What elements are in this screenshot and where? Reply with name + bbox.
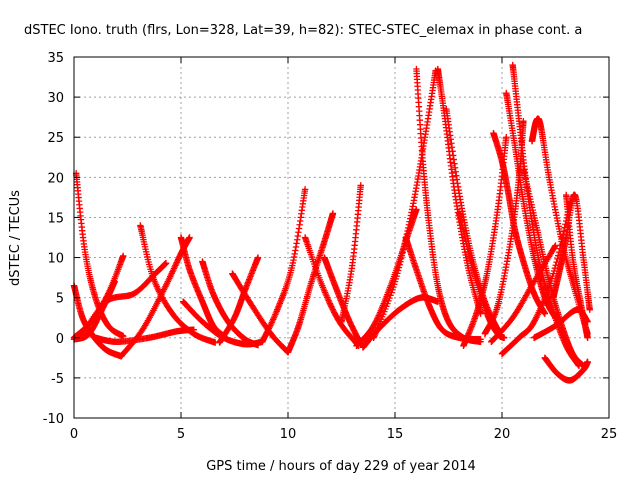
data-point [301, 186, 309, 193]
y-tick-label: 5 [56, 292, 64, 307]
data-point [329, 210, 337, 217]
data-point [477, 338, 484, 345]
series-38 [488, 242, 559, 345]
data-point [586, 306, 593, 313]
data-point [254, 341, 262, 349]
x-tick-label: 15 [387, 427, 404, 442]
data-point [357, 182, 364, 189]
data-point [397, 258, 404, 265]
data-point [186, 234, 193, 241]
plot-frame [73, 56, 610, 419]
data-point [399, 249, 406, 256]
data-point [254, 254, 262, 261]
series-14 [259, 186, 309, 345]
data-point [398, 252, 406, 259]
data-points [70, 61, 593, 384]
data-point [584, 334, 591, 341]
y-tick-label: 30 [47, 91, 64, 106]
y-tick-label: 35 [47, 51, 64, 66]
series-18 [338, 182, 364, 325]
data-point [328, 303, 335, 310]
data-point [264, 326, 272, 334]
data-point [530, 318, 538, 325]
x-tick-label: 25 [601, 427, 618, 442]
data-point [541, 310, 548, 317]
data-point [172, 260, 180, 268]
x-tick-label: 0 [70, 427, 78, 442]
data-point [550, 267, 558, 275]
data-point [329, 306, 336, 313]
data-point [111, 278, 118, 285]
data-point [162, 259, 170, 267]
data-point [120, 252, 127, 260]
data-point [560, 227, 568, 235]
data-point [395, 264, 403, 271]
y-tick-label: 0 [56, 332, 64, 347]
data-point [328, 304, 336, 312]
data-point [264, 328, 271, 335]
data-point [394, 270, 401, 277]
y-tick-label: -10 [43, 412, 64, 427]
data-point [173, 259, 180, 266]
series-36 [563, 191, 591, 341]
data-point [552, 242, 559, 249]
data-point [520, 117, 527, 125]
data-point [120, 332, 127, 340]
series-15 [284, 210, 337, 356]
x-tick-label: 20 [494, 427, 511, 442]
series-39 [530, 306, 591, 341]
x-axis-label: GPS time / hours of day 229 of year 2014 [206, 459, 476, 474]
data-point [371, 319, 379, 327]
series-27 [460, 134, 510, 349]
y-tick-label: 25 [47, 131, 64, 146]
data-point [405, 224, 412, 232]
data-point [397, 255, 405, 262]
data-point [393, 272, 400, 280]
data-point [500, 334, 508, 341]
data-point [396, 261, 403, 268]
data-point [394, 267, 402, 274]
data-point [503, 134, 510, 141]
y-tick-label: 20 [47, 171, 64, 186]
series-31 [481, 117, 527, 337]
data-point [265, 325, 273, 332]
y-axis-label: dSTEC / TECUs [8, 190, 23, 286]
series-6 [92, 326, 198, 345]
series-16 [301, 234, 362, 349]
series-35 [550, 191, 593, 313]
series-8 [117, 234, 193, 360]
data-point [330, 307, 337, 315]
x-axis-ticks: 0 5 10 15 20 25 [70, 57, 617, 442]
data-point [404, 227, 411, 235]
x-tick-label: 10 [280, 427, 297, 442]
chart-title: dSTEC Iono. truth (flrs, Lon=328, Lat=39… [24, 23, 582, 38]
y-tick-label: -5 [51, 372, 64, 387]
data-point [403, 230, 411, 238]
data-point [400, 246, 407, 253]
y-axis-ticks: -10 -5 0 5 10 15 20 25 30 35 [43, 51, 609, 427]
x-tick-label: 5 [177, 427, 185, 442]
data-point [405, 221, 413, 228]
series-5 [77, 259, 170, 341]
data-point [584, 318, 591, 325]
series-37 [541, 354, 591, 384]
data-point [584, 358, 591, 366]
y-tick-label: 15 [47, 211, 64, 226]
series-7 [137, 222, 219, 346]
y-tick-label: 10 [47, 252, 64, 267]
data-point [406, 218, 413, 225]
